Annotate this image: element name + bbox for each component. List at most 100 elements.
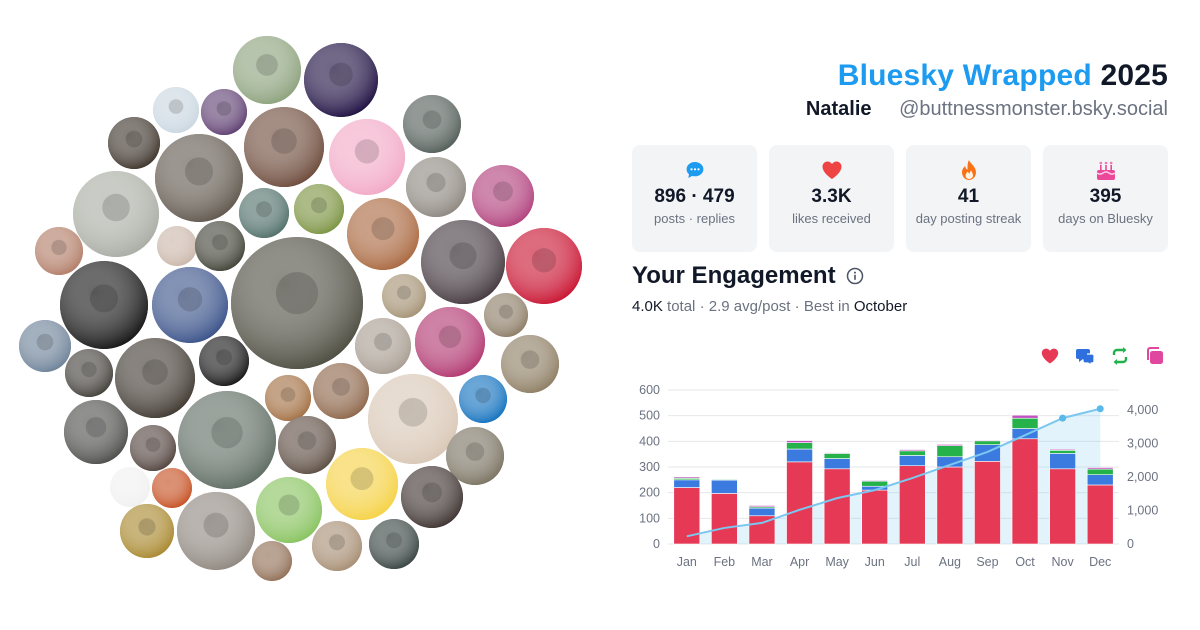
cake-icon — [1043, 159, 1168, 181]
separator: · — [699, 298, 705, 315]
replies-bar — [748, 507, 776, 517]
avatar-shading — [178, 391, 276, 489]
heart-icon[interactable] — [1040, 346, 1060, 366]
cumulative-point — [1096, 405, 1104, 413]
stat-card-likes: 3.3K likes received — [769, 145, 894, 252]
avatar-shading — [304, 43, 378, 117]
avatar-shading — [233, 36, 301, 104]
x-tick-label: Feb — [714, 555, 736, 569]
avatar-silhouette — [212, 234, 228, 251]
likes-bar — [974, 461, 1001, 545]
avatar-shading — [157, 226, 197, 266]
avatar-silhouette — [256, 54, 278, 76]
reposts-bar — [936, 445, 964, 458]
avatar-shading — [64, 400, 128, 464]
avatar-shading — [177, 492, 255, 570]
avatar-shading — [278, 416, 336, 474]
header: Bluesky Wrapped 2025 Natalie @buttnessmo… — [806, 58, 1168, 122]
avatar-silhouette — [531, 248, 557, 273]
x-tick-label: Mar — [751, 555, 773, 569]
x-tick-label: Oct — [1015, 555, 1035, 569]
chart-legend — [1040, 346, 1165, 367]
avatar-silhouette — [426, 172, 446, 193]
likes-bar — [936, 466, 964, 545]
y-tick-label: 0 — [653, 537, 660, 551]
avatar-shading — [382, 274, 426, 318]
avatar-silhouette — [145, 437, 161, 452]
avatar-silhouette — [332, 377, 350, 396]
avatar-silhouette — [396, 285, 412, 300]
avatar-silhouette — [168, 99, 184, 114]
x-tick-label: Apr — [790, 555, 809, 569]
avatar-silhouette — [354, 139, 380, 164]
avatar-silhouette — [297, 431, 317, 450]
avatar-shading — [199, 336, 249, 386]
cumulative-line — [686, 407, 1101, 538]
avatar-shading — [368, 374, 458, 464]
avatar-shading — [312, 521, 362, 571]
avatar-shading — [406, 157, 466, 217]
reposts-bar — [1049, 450, 1076, 454]
avatar-silhouette — [371, 217, 395, 241]
repost-icon[interactable] — [1110, 346, 1130, 366]
replies-bar — [1049, 453, 1076, 470]
reply-icon[interactable] — [1075, 346, 1095, 367]
y2-tick-label: 0 — [1127, 537, 1134, 551]
avatar-silhouette — [125, 130, 143, 148]
avatar-shading — [313, 363, 369, 419]
avatar-silhouette — [329, 534, 345, 551]
avatar-shading — [326, 448, 398, 520]
info-icon[interactable] — [846, 267, 864, 285]
quotes-bar — [898, 449, 926, 452]
avatar-silhouette — [278, 494, 300, 516]
y-tick-label: 400 — [639, 434, 660, 448]
avatar-shading — [231, 237, 363, 369]
x-tick-label: Jun — [865, 555, 885, 569]
cumulative-point — [1059, 414, 1067, 422]
quotes-bar — [823, 452, 851, 454]
likes-bar — [823, 468, 851, 545]
avatar-silhouette — [142, 359, 168, 385]
chat-bubble-icon — [632, 159, 757, 181]
quotes-bar — [936, 444, 964, 446]
brand-title: Bluesky Wrapped — [837, 59, 1092, 92]
avatar-silhouette — [203, 512, 229, 538]
avatar-shading — [115, 338, 195, 418]
avatar-silhouette — [493, 181, 513, 202]
avatar-silhouette — [449, 242, 477, 270]
flame-icon — [906, 159, 1031, 181]
engagement-title: Your Engagement — [632, 262, 864, 290]
avatar-shading — [294, 184, 344, 234]
replies-bar — [673, 479, 701, 488]
avatar-shading — [195, 221, 245, 271]
avatar-silhouette — [398, 397, 428, 427]
avatar-shading — [155, 134, 243, 222]
stat-card-days: 395 days on Bluesky — [1043, 145, 1168, 252]
stat-value: 41 — [957, 186, 980, 207]
avatar-silhouette — [216, 101, 232, 116]
likes-bar — [861, 489, 889, 545]
avatar-silhouette — [216, 349, 232, 366]
x-tick-label: May — [825, 555, 849, 569]
avatar-shading — [506, 228, 582, 304]
stat-label: likes received — [792, 211, 871, 226]
avatar-shading — [403, 95, 461, 153]
avatar-shading — [459, 375, 507, 423]
quotes-bar — [786, 440, 813, 443]
stats-row: 896 · 479 posts · replies 3.3K likes rec… — [632, 145, 1168, 252]
avatar-shading — [73, 171, 159, 257]
x-tick-label: Nov — [1052, 555, 1075, 569]
avatar-silhouette — [329, 62, 353, 87]
stat-card-streak: 41 day posting streak — [906, 145, 1031, 252]
avatar-shading — [153, 87, 199, 133]
reposts-bar — [861, 480, 889, 487]
avatar-shading — [329, 119, 405, 195]
avatar-shading — [35, 227, 83, 275]
x-tick-label: Dec — [1089, 555, 1111, 569]
engagement-chart: 0 100 200 300 400 500 600 0 1,000 2,000 3,000 4,000… — [639, 383, 1158, 569]
quote-icon[interactable] — [1145, 346, 1165, 366]
replies-bar — [1086, 474, 1114, 486]
avatar-silhouette — [177, 287, 203, 312]
avatar-shading — [65, 349, 113, 397]
avatar-shading — [415, 307, 485, 377]
